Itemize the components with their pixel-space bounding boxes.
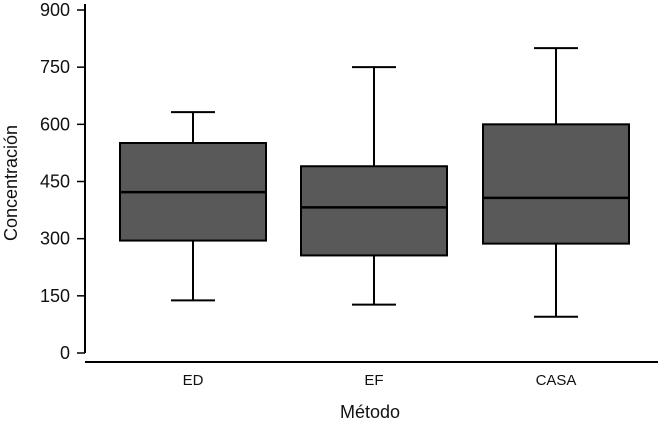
y-tick-label: 600 [40, 114, 70, 134]
x-tick-label: EF [364, 372, 383, 389]
y-tick-label: 300 [40, 229, 70, 249]
x-tick-label: ED [183, 372, 204, 389]
y-tick-label: 900 [40, 0, 70, 20]
iqr-box [300, 165, 448, 257]
y-axis-title: Concentración [1, 125, 21, 241]
box-ed [119, 111, 267, 302]
y-tick-label: 150 [40, 286, 70, 306]
box-ef [300, 66, 448, 306]
x-axis: ED EF CASA [85, 361, 658, 389]
y-axis: 0 150 300 450 600 750 900 [40, 0, 86, 363]
x-tick-label: CASA [536, 372, 577, 389]
iqr-box [482, 123, 630, 245]
y-tick-label: 450 [40, 172, 70, 192]
y-tick-label: 0 [60, 343, 70, 363]
boxes-group [119, 47, 630, 318]
box-casa [482, 47, 630, 318]
y-tick-label: 750 [40, 57, 70, 77]
x-axis-title: Método [340, 402, 400, 422]
